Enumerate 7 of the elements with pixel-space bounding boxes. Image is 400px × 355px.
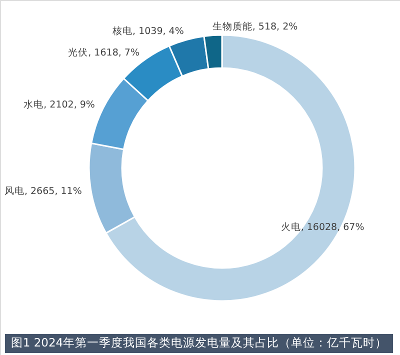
slice-label: 火电, 16028, 67% [280, 220, 364, 233]
text: 图1 2024年第一季度我国各类电源发电量及其占比（单位：亿千瓦时） [10, 336, 388, 350]
slice-label: 核电, 1039, 4% [112, 25, 184, 38]
slice-label: 生物质能, 518, 2% [212, 20, 298, 32]
slice-label: 水电, 2102, 9% [24, 98, 95, 111]
slice-label: 风电, 2665, 11% [4, 184, 82, 197]
slice-label: 光伏, 1618, 7% [68, 46, 140, 58]
